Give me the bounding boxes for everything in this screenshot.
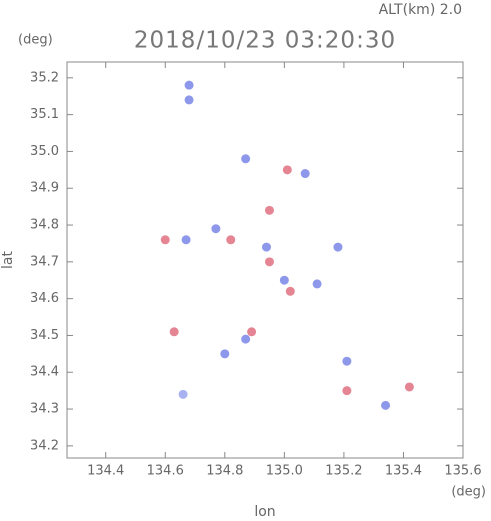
y-tick-label: 34.2 bbox=[30, 438, 59, 453]
echo-point bbox=[282, 165, 292, 175]
y-tick-label: 34.5 bbox=[30, 328, 59, 343]
y-axis-label: lat bbox=[0, 251, 16, 269]
altitude-label: ALT(km) 2.0 bbox=[379, 2, 462, 18]
echo-point bbox=[181, 235, 191, 245]
y-tick-label: 34.6 bbox=[30, 291, 59, 306]
echo-point bbox=[184, 95, 194, 105]
x-tick-label: 134.4 bbox=[87, 464, 124, 479]
chart-title: 2018/10/23 03:20:30 bbox=[134, 28, 396, 54]
y-tick-label: 35.0 bbox=[30, 144, 59, 159]
echo-point bbox=[285, 286, 295, 296]
y-tick-label: 34.8 bbox=[30, 218, 59, 233]
x-axis-label: lon bbox=[254, 504, 275, 520]
x-tick-label: 135.0 bbox=[266, 464, 303, 479]
echo-point bbox=[178, 389, 188, 399]
echo-point bbox=[381, 400, 391, 410]
echo-point bbox=[241, 334, 251, 344]
echo-point bbox=[261, 242, 271, 252]
x-tick-label: 134.8 bbox=[206, 464, 243, 479]
echo-point bbox=[241, 154, 251, 164]
echo-point bbox=[169, 327, 179, 337]
echo-point bbox=[211, 224, 221, 234]
echo-point bbox=[264, 205, 274, 215]
echo-point bbox=[279, 275, 289, 285]
y-unit: (deg) bbox=[18, 33, 53, 48]
x-tick-label: 135.2 bbox=[325, 464, 362, 479]
plot-frame bbox=[66, 61, 464, 459]
y-tick-label: 35.2 bbox=[30, 70, 59, 85]
echo-point bbox=[333, 242, 343, 252]
echo-point bbox=[342, 386, 352, 396]
x-tick-label: 135.6 bbox=[444, 464, 481, 479]
x-tick-label: 134.6 bbox=[147, 464, 184, 479]
y-tick-label: 34.3 bbox=[30, 402, 59, 417]
y-tick-label: 34.9 bbox=[30, 181, 59, 196]
echo-point bbox=[342, 356, 352, 366]
echo-point bbox=[300, 169, 310, 179]
echo-point bbox=[247, 327, 257, 337]
x-tick-label: 135.4 bbox=[385, 464, 422, 479]
y-tick-label: 34.4 bbox=[30, 365, 59, 380]
x-unit: (deg) bbox=[451, 485, 486, 500]
y-tick-label: 35.1 bbox=[30, 107, 59, 122]
echo-point bbox=[220, 349, 230, 359]
echo-point bbox=[160, 235, 170, 245]
echo-point bbox=[312, 279, 322, 289]
echo-point bbox=[226, 235, 236, 245]
y-tick-label: 34.7 bbox=[30, 254, 59, 269]
echo-point bbox=[404, 382, 414, 392]
echo-point bbox=[184, 80, 194, 90]
echo-point bbox=[264, 257, 274, 267]
